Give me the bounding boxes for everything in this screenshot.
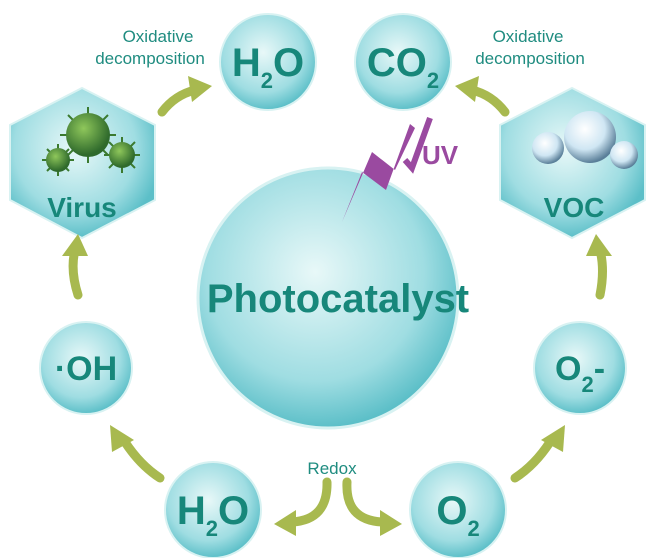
- node-label: Virus: [47, 192, 117, 223]
- diagram: Photocatalyst UV H2O CO2 Virus VOC ·OH O…: [0, 0, 655, 558]
- node-label: VOC: [544, 192, 605, 223]
- center-label: Photocatalyst: [207, 277, 469, 321]
- note: Oxidative: [493, 27, 564, 46]
- note: Redox: [307, 459, 357, 478]
- note: decomposition: [95, 49, 205, 68]
- note: decomposition: [475, 49, 585, 68]
- node-label: ·OH: [55, 350, 117, 388]
- uv-label: UV: [422, 140, 459, 170]
- note: Oxidative: [123, 27, 194, 46]
